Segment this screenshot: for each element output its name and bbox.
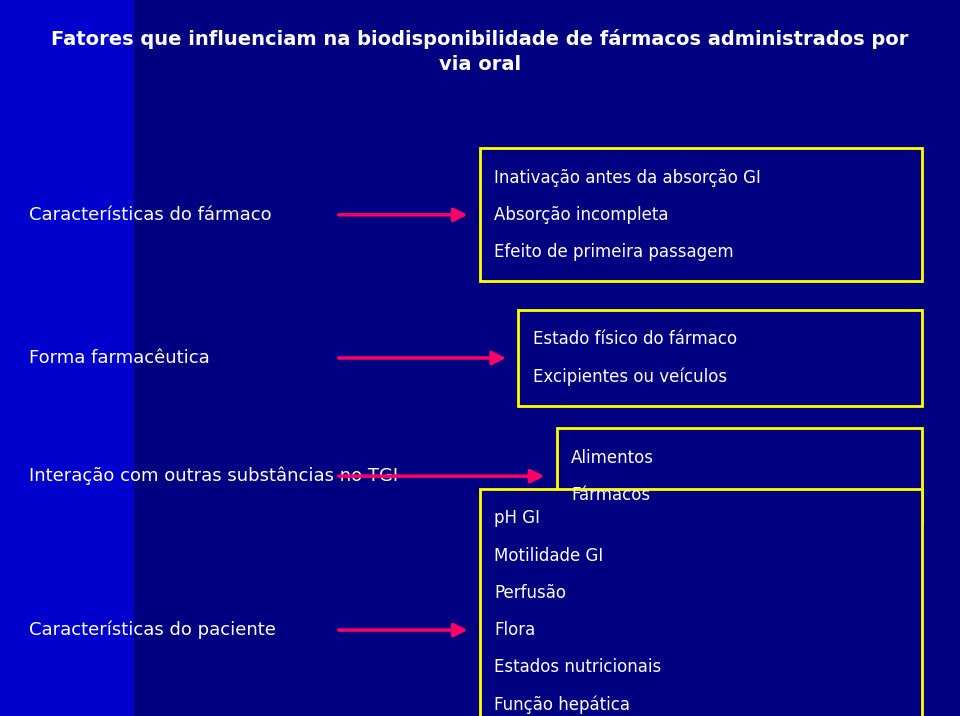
Bar [480,148,922,281]
Text: Excipientes ou veículos: Excipientes ou veículos [533,367,727,386]
Text: Características do fármaco: Características do fármaco [29,205,272,224]
Text: Fármacos: Fármacos [571,485,650,504]
Text: Perfusão: Perfusão [494,584,566,602]
Text: Forma farmacêutica: Forma farmacêutica [29,349,209,367]
Text: Flora: Flora [494,621,536,639]
Bar [0,0,134,716]
Bar [480,489,922,716]
Bar [518,310,922,406]
Text: Estado físico do fármaco: Estado físico do fármaco [533,330,737,349]
Text: Estados nutricionais: Estados nutricionais [494,658,661,677]
Bar [557,428,922,524]
Text: Função hepática: Função hepática [494,695,631,714]
Text: Interação com outras substâncias no TGI: Interação com outras substâncias no TGI [29,467,398,485]
Text: Motilidade GI: Motilidade GI [494,546,604,565]
Text: Inativação antes da absorção GI: Inativação antes da absorção GI [494,168,761,187]
Text: Alimentos: Alimentos [571,448,654,467]
Text: Efeito de primeira passagem: Efeito de primeira passagem [494,243,734,261]
Text: Fatores que influenciam na biodisponibilidade de fármacos administrados por
via : Fatores que influenciam na biodisponibil… [51,29,909,74]
Text: Características do paciente: Características do paciente [29,621,276,639]
Text: Absorção incompleta: Absorção incompleta [494,205,669,224]
Text: pH GI: pH GI [494,509,540,528]
